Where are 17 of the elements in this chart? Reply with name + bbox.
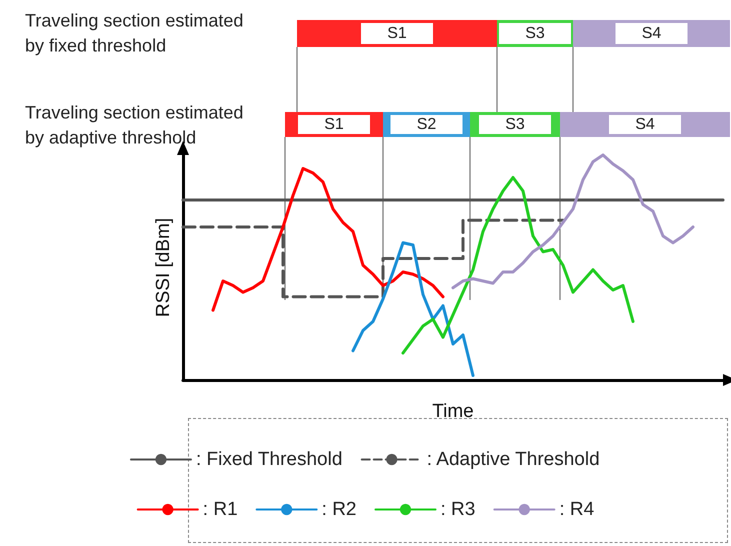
text: S2: [416, 116, 436, 133]
text: S3: [525, 25, 545, 42]
x-axis-title: Time: [432, 401, 474, 422]
legend-label: : Adaptive Threshold: [426, 449, 600, 470]
text: S3: [505, 116, 525, 133]
text: Traveling section estimated by fixed threshold: [25, 10, 248, 56]
text: S4: [635, 116, 655, 133]
text: Traveling section estimated by adaptive threshold: [25, 102, 248, 148]
text: S1: [387, 25, 407, 42]
legend-label: : R4: [559, 499, 595, 520]
legend-label: : R2: [322, 499, 357, 520]
text: S4: [642, 25, 662, 42]
y-axis-title: RSSI [dBm]: [153, 218, 174, 318]
text: S1: [324, 116, 344, 133]
legend-label: : R3: [440, 499, 476, 520]
legend-label: : R1: [202, 499, 238, 520]
legend-label: : Fixed Threshold: [196, 449, 342, 470]
